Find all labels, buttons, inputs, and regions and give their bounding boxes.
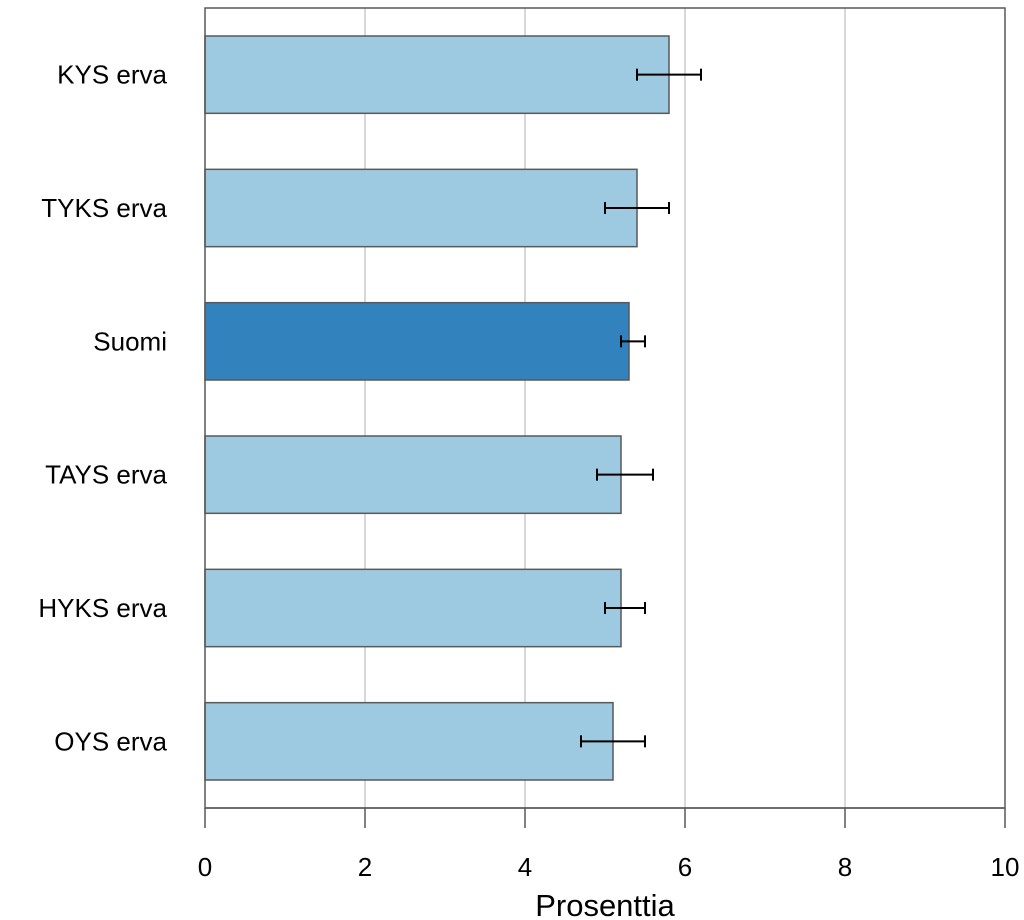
category-label: TAYS erva: [45, 460, 167, 490]
bar: [204, 435, 622, 515]
category-label: Suomi: [93, 326, 167, 356]
x-axis: 0 2 4 6 8 10: [198, 807, 1020, 882]
category-label: TYKS erva: [41, 193, 167, 223]
category-label: OYS erva: [54, 726, 167, 756]
bar: [204, 35, 670, 115]
bar: [204, 168, 638, 248]
x-tick-label: 10: [991, 852, 1020, 882]
x-tick-label: 0: [198, 852, 212, 882]
x-tick-label: 6: [678, 852, 692, 882]
category-label: HYKS erva: [38, 593, 167, 623]
plot-frame: [204, 7, 1006, 809]
error-bars: [580, 68, 702, 748]
x-axis-title: Prosenttia: [535, 888, 675, 920]
x-tick-label: 2: [358, 852, 372, 882]
bars: [204, 35, 670, 781]
y-axis: KYS erva TYKS erva Suomi TAYS erva HYKS erva…: [38, 60, 167, 757]
bar: [204, 301, 630, 381]
grid-lines: [364, 8, 846, 808]
category-label: KYS erva: [57, 60, 167, 90]
x-tick-label: 8: [838, 852, 852, 882]
bar: [204, 701, 614, 781]
x-tick-label: 4: [518, 852, 532, 882]
bar: [204, 568, 622, 648]
